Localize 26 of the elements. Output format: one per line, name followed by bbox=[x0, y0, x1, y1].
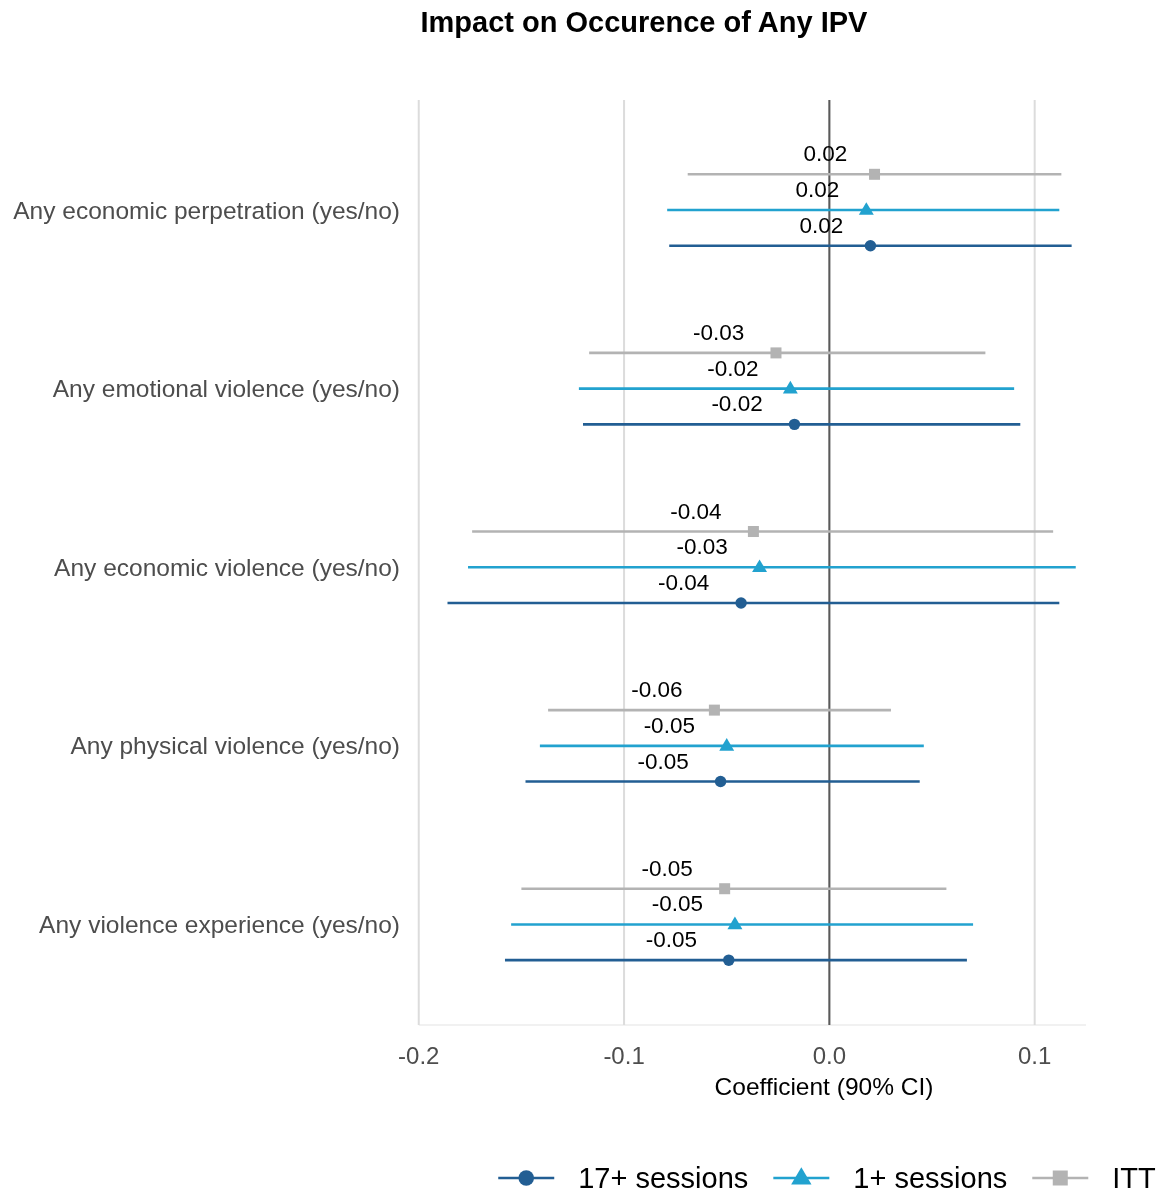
data-label: -0.02 bbox=[711, 391, 763, 417]
data-label: -0.05 bbox=[643, 712, 695, 738]
data-label: -0.05 bbox=[637, 748, 689, 774]
legend-label: 17+ sessions bbox=[578, 1162, 749, 1195]
x-tick-label: -0.1 bbox=[603, 1042, 645, 1069]
y-tick-label: Any emotional violence (yes/no) bbox=[52, 375, 400, 403]
data-label: -0.05 bbox=[651, 891, 704, 917]
x-tick-label: 0.1 bbox=[1017, 1042, 1052, 1069]
data-label: -0.06 bbox=[631, 677, 683, 703]
y-tick-label: Any physical violence (yes/no) bbox=[70, 732, 400, 760]
x-axis-title: Coefficient (90% CI) bbox=[714, 1073, 934, 1100]
data-label: -0.03 bbox=[676, 534, 728, 560]
legend-label: 1+ sessions bbox=[853, 1162, 1008, 1195]
y-tick-label: Any economic violence (yes/no) bbox=[54, 553, 400, 581]
x-tick-label: 0.0 bbox=[812, 1042, 847, 1069]
data-label: -0.04 bbox=[670, 498, 722, 524]
chart-title: Impact on Occurence of Any IPV bbox=[420, 6, 869, 38]
data-label: -0.02 bbox=[707, 355, 759, 381]
y-tick-label: Any economic perpetration (yes/no) bbox=[13, 196, 400, 224]
data-label: -0.05 bbox=[641, 855, 693, 881]
legend-label: ITT bbox=[1112, 1162, 1157, 1195]
y-tick-label: Any violence experience (yes/no) bbox=[39, 911, 400, 939]
data-label: -0.03 bbox=[692, 319, 745, 345]
data-label: -0.04 bbox=[658, 569, 710, 595]
data-label: -0.05 bbox=[645, 927, 697, 953]
x-tick-label: -0.2 bbox=[398, 1042, 440, 1069]
